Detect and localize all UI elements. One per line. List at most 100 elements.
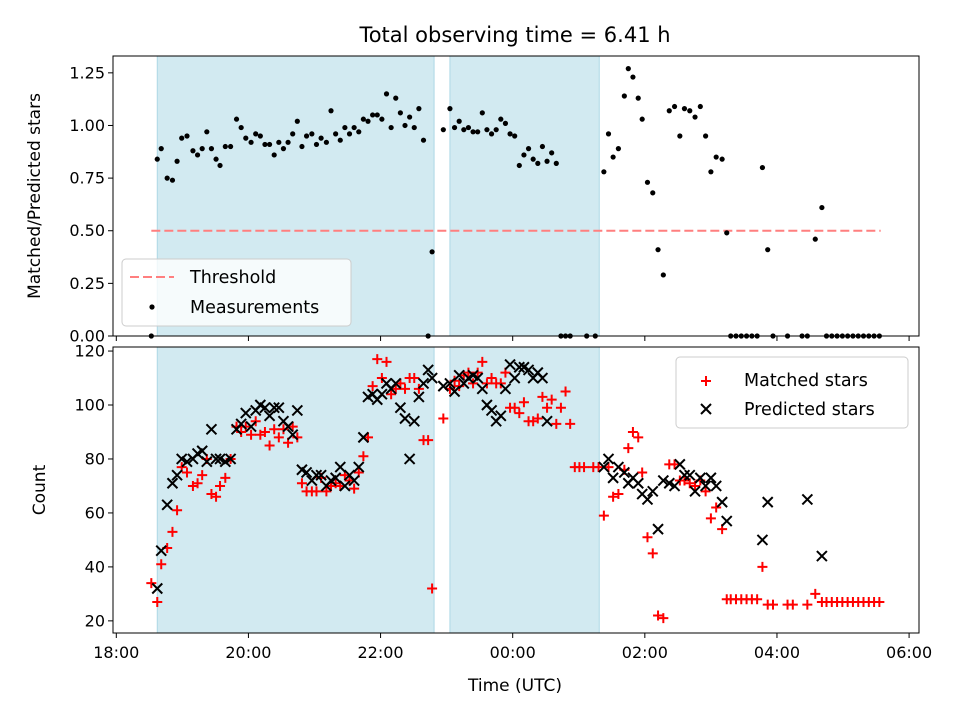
- matched-point: [220, 472, 231, 483]
- y-tick-label: 0.25: [69, 274, 105, 293]
- matched-point: [381, 356, 392, 367]
- measurement-point: [697, 103, 703, 110]
- predicted-point: [268, 402, 280, 414]
- predicted-point: [499, 383, 512, 395]
- measurement-point: [765, 247, 771, 253]
- predicted-point: [151, 582, 163, 595]
- measurement-point: [313, 141, 320, 148]
- matched-point: [246, 429, 257, 440]
- measurement-point: [493, 127, 499, 133]
- matched-point: [172, 505, 183, 516]
- legend-box: [121, 258, 352, 327]
- predicted-point: [448, 385, 461, 398]
- measurement-point: [356, 129, 362, 135]
- matched-point: [156, 559, 167, 570]
- predicted-point: [647, 485, 659, 498]
- measurement-point: [655, 247, 661, 253]
- measurement-point: [280, 146, 287, 152]
- matched-point: [400, 383, 411, 394]
- predicted-point: [310, 469, 323, 481]
- measurement-point: [346, 131, 353, 137]
- y-tick-label: 80: [85, 449, 105, 468]
- measurement-point: [179, 135, 185, 141]
- measurement-point: [621, 93, 627, 99]
- measurement-point: [692, 114, 698, 120]
- matched-point: [542, 402, 553, 413]
- measurement-point: [337, 137, 343, 143]
- predicted-point: [504, 358, 516, 371]
- measurement-point: [703, 133, 709, 139]
- matched-point: [509, 402, 520, 413]
- matched-point: [684, 478, 695, 489]
- measurement-point: [233, 116, 240, 122]
- predicted-point: [300, 466, 313, 479]
- matched-point: [296, 478, 307, 489]
- measurement-point: [333, 131, 339, 137]
- legend-matched-label: Matched stars: [744, 371, 868, 391]
- predicted-point: [674, 458, 686, 471]
- measurement-point: [407, 114, 413, 120]
- legend-measurement-swatch: [149, 304, 155, 310]
- matched-point: [669, 459, 680, 470]
- predicted-point: [426, 372, 438, 384]
- measurement-point: [535, 160, 541, 166]
- predicted-point: [291, 404, 304, 417]
- measurement-point: [447, 106, 453, 112]
- measurement-point: [217, 162, 223, 169]
- predicted-point: [394, 402, 407, 414]
- matched-point: [349, 483, 360, 494]
- matched-point: [215, 480, 226, 491]
- measurement-point: [351, 124, 357, 131]
- measurement-point: [309, 131, 315, 137]
- measurement-point: [812, 236, 818, 242]
- predicted-point: [689, 485, 701, 498]
- axes-frame: [112, 346, 920, 634]
- measurement-point: [461, 127, 467, 133]
- matched-point: [579, 462, 590, 473]
- predicted-point: [353, 461, 365, 473]
- matched-point: [690, 480, 701, 491]
- predicted-point: [329, 472, 342, 484]
- matched-point: [637, 467, 648, 478]
- predicted-point: [334, 461, 346, 473]
- y-tick-label: 1.25: [69, 63, 105, 82]
- predicted-point: [205, 423, 218, 435]
- measurement-point: [819, 204, 825, 211]
- matched-point: [593, 462, 604, 473]
- predicted-point: [286, 428, 299, 441]
- legend-top: Threshold Measurements: [121, 258, 352, 327]
- predicted-point: [161, 499, 173, 511]
- predicted-point: [762, 496, 774, 508]
- matched-point: [259, 426, 270, 437]
- measurement-point: [154, 156, 160, 162]
- measurement-point: [158, 146, 164, 152]
- y-tick-label: 100: [74, 396, 105, 415]
- predicted-point: [508, 372, 521, 384]
- x-tick-label: 00:00: [490, 643, 536, 662]
- measurement-point: [724, 230, 730, 236]
- matched-point: [757, 561, 768, 572]
- matched-point: [642, 532, 653, 543]
- measurement-point: [512, 133, 518, 139]
- x-tick-label: 20:00: [225, 643, 271, 662]
- predicted-point: [357, 431, 370, 444]
- predicted-point: [408, 415, 420, 427]
- legend-measurement-label: Measurements: [190, 298, 319, 318]
- predicted-point: [641, 493, 654, 506]
- x-tick-label: 06:00: [886, 643, 932, 662]
- measurement-point: [365, 118, 371, 124]
- predicted-point: [339, 480, 351, 492]
- matched-point: [532, 413, 543, 424]
- x-tick-label: 22:00: [358, 643, 404, 662]
- predicted-point: [632, 477, 644, 489]
- y-tick-label: 0.50: [69, 221, 105, 240]
- matched-point: [874, 596, 885, 607]
- measurement-point: [204, 129, 210, 135]
- measurement-point: [521, 152, 527, 158]
- measurement-point: [299, 143, 305, 150]
- predicted-point: [196, 445, 208, 457]
- predicted-point: [224, 453, 237, 465]
- measurement-point: [227, 143, 234, 150]
- measurement-point: [383, 91, 390, 97]
- measurement-point: [184, 133, 190, 139]
